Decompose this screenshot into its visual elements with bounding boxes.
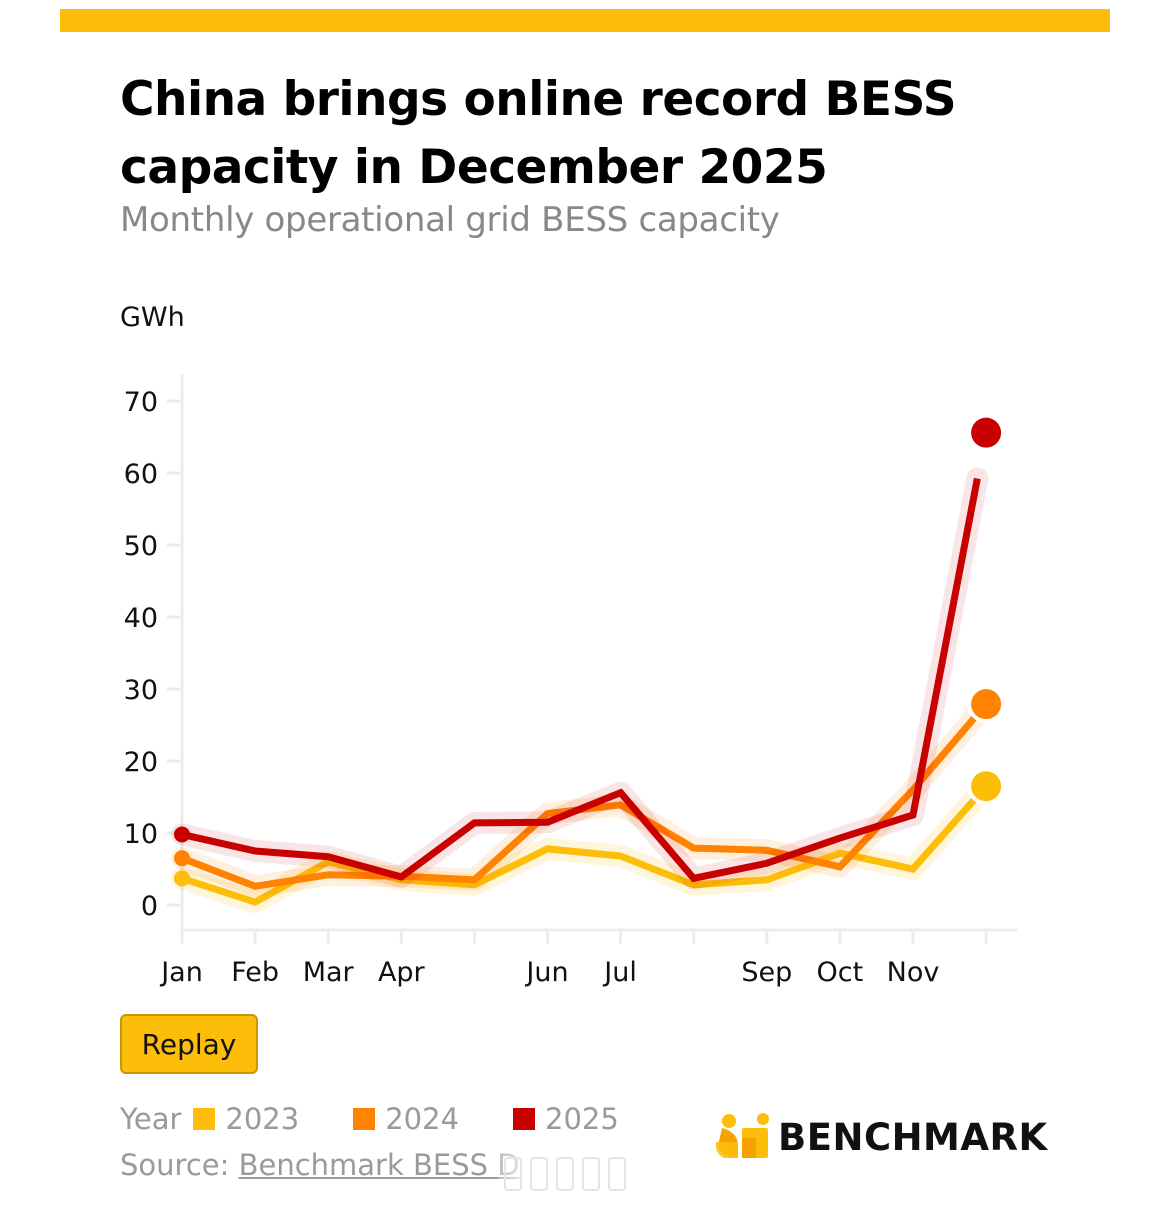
legend-label-2025: 2025 xyxy=(545,1102,619,1136)
series-start-dot xyxy=(174,826,190,843)
y-axis-label: GWh xyxy=(120,302,185,333)
benchmark-logo-icon xyxy=(716,1113,769,1158)
watermark-glyph xyxy=(582,1157,600,1191)
x-tick-label: Jun xyxy=(524,957,568,988)
series-2025 xyxy=(171,413,1006,890)
watermark-overlay xyxy=(498,1152,668,1196)
legend-label-2024: 2024 xyxy=(385,1102,460,1136)
chart-subtitle: Monthly operational grid BESS capacity xyxy=(120,200,780,240)
y-tick-label: 0 xyxy=(141,891,158,922)
legend-label-2023: 2023 xyxy=(225,1102,300,1136)
chart-series xyxy=(171,413,1006,914)
series-end-dot[interactable] xyxy=(971,689,1002,720)
series-halo xyxy=(171,467,989,890)
y-tick-label: 10 xyxy=(124,819,158,850)
series-end-dot[interactable] xyxy=(971,417,1002,448)
watermark-glyph xyxy=(530,1157,548,1191)
legend-swatch-2025 xyxy=(513,1108,536,1130)
x-tick-label: Oct xyxy=(817,957,864,988)
legend-title: Year xyxy=(120,1102,182,1136)
x-tick-label: Mar xyxy=(303,957,355,988)
source-link[interactable]: Benchmark BESS D xyxy=(238,1148,520,1182)
watermark-glyph xyxy=(556,1157,574,1191)
series-start-dot xyxy=(174,850,190,867)
series-line xyxy=(181,477,981,883)
chart-axes: 0 10 20 30 40 50 60 70 Jan Feb Mar Apr Jun Jul Sep Oct N… xyxy=(124,375,1017,988)
x-tick-label: Apr xyxy=(378,957,426,988)
legend-item-2023: 2023 xyxy=(181,1102,299,1136)
x-tick-label: Feb xyxy=(231,957,279,988)
y-tick-label: 40 xyxy=(124,603,158,634)
watermark-glyph xyxy=(608,1157,626,1191)
y-tick-label: 50 xyxy=(124,531,158,562)
legend: Year 2023 2024 2025 xyxy=(120,1102,661,1136)
legend-item-2024: 2024 xyxy=(341,1102,459,1136)
legend-swatch-2023 xyxy=(193,1108,216,1130)
series-start-dot xyxy=(174,870,190,887)
y-tick-label: 70 xyxy=(124,387,158,418)
y-tick-label: 60 xyxy=(124,459,158,490)
chart-title: China brings online record BESS capacity… xyxy=(120,72,957,195)
watermark-glyph xyxy=(504,1157,522,1191)
x-tick-label: Jul xyxy=(602,957,637,988)
x-tick-label: Sep xyxy=(741,957,792,988)
y-tick-label: 30 xyxy=(124,675,158,706)
accent-bar xyxy=(60,9,1110,32)
source-line: Source: Benchmark BESS D xyxy=(120,1148,520,1182)
series-end-dot[interactable] xyxy=(971,771,1002,802)
logo-text: BENCHMARK xyxy=(778,1115,1048,1159)
benchmark-logo: BENCHMARK xyxy=(716,1112,1048,1162)
y-tick-label: 20 xyxy=(124,747,158,778)
legend-item-2025: 2025 xyxy=(501,1102,619,1136)
source-prefix: Source: xyxy=(120,1148,239,1182)
legend-swatch-2024 xyxy=(353,1108,376,1130)
x-tick-label: Jan xyxy=(159,957,203,988)
replay-button[interactable]: Replay xyxy=(120,1014,258,1074)
x-tick-label: Nov xyxy=(887,957,940,988)
